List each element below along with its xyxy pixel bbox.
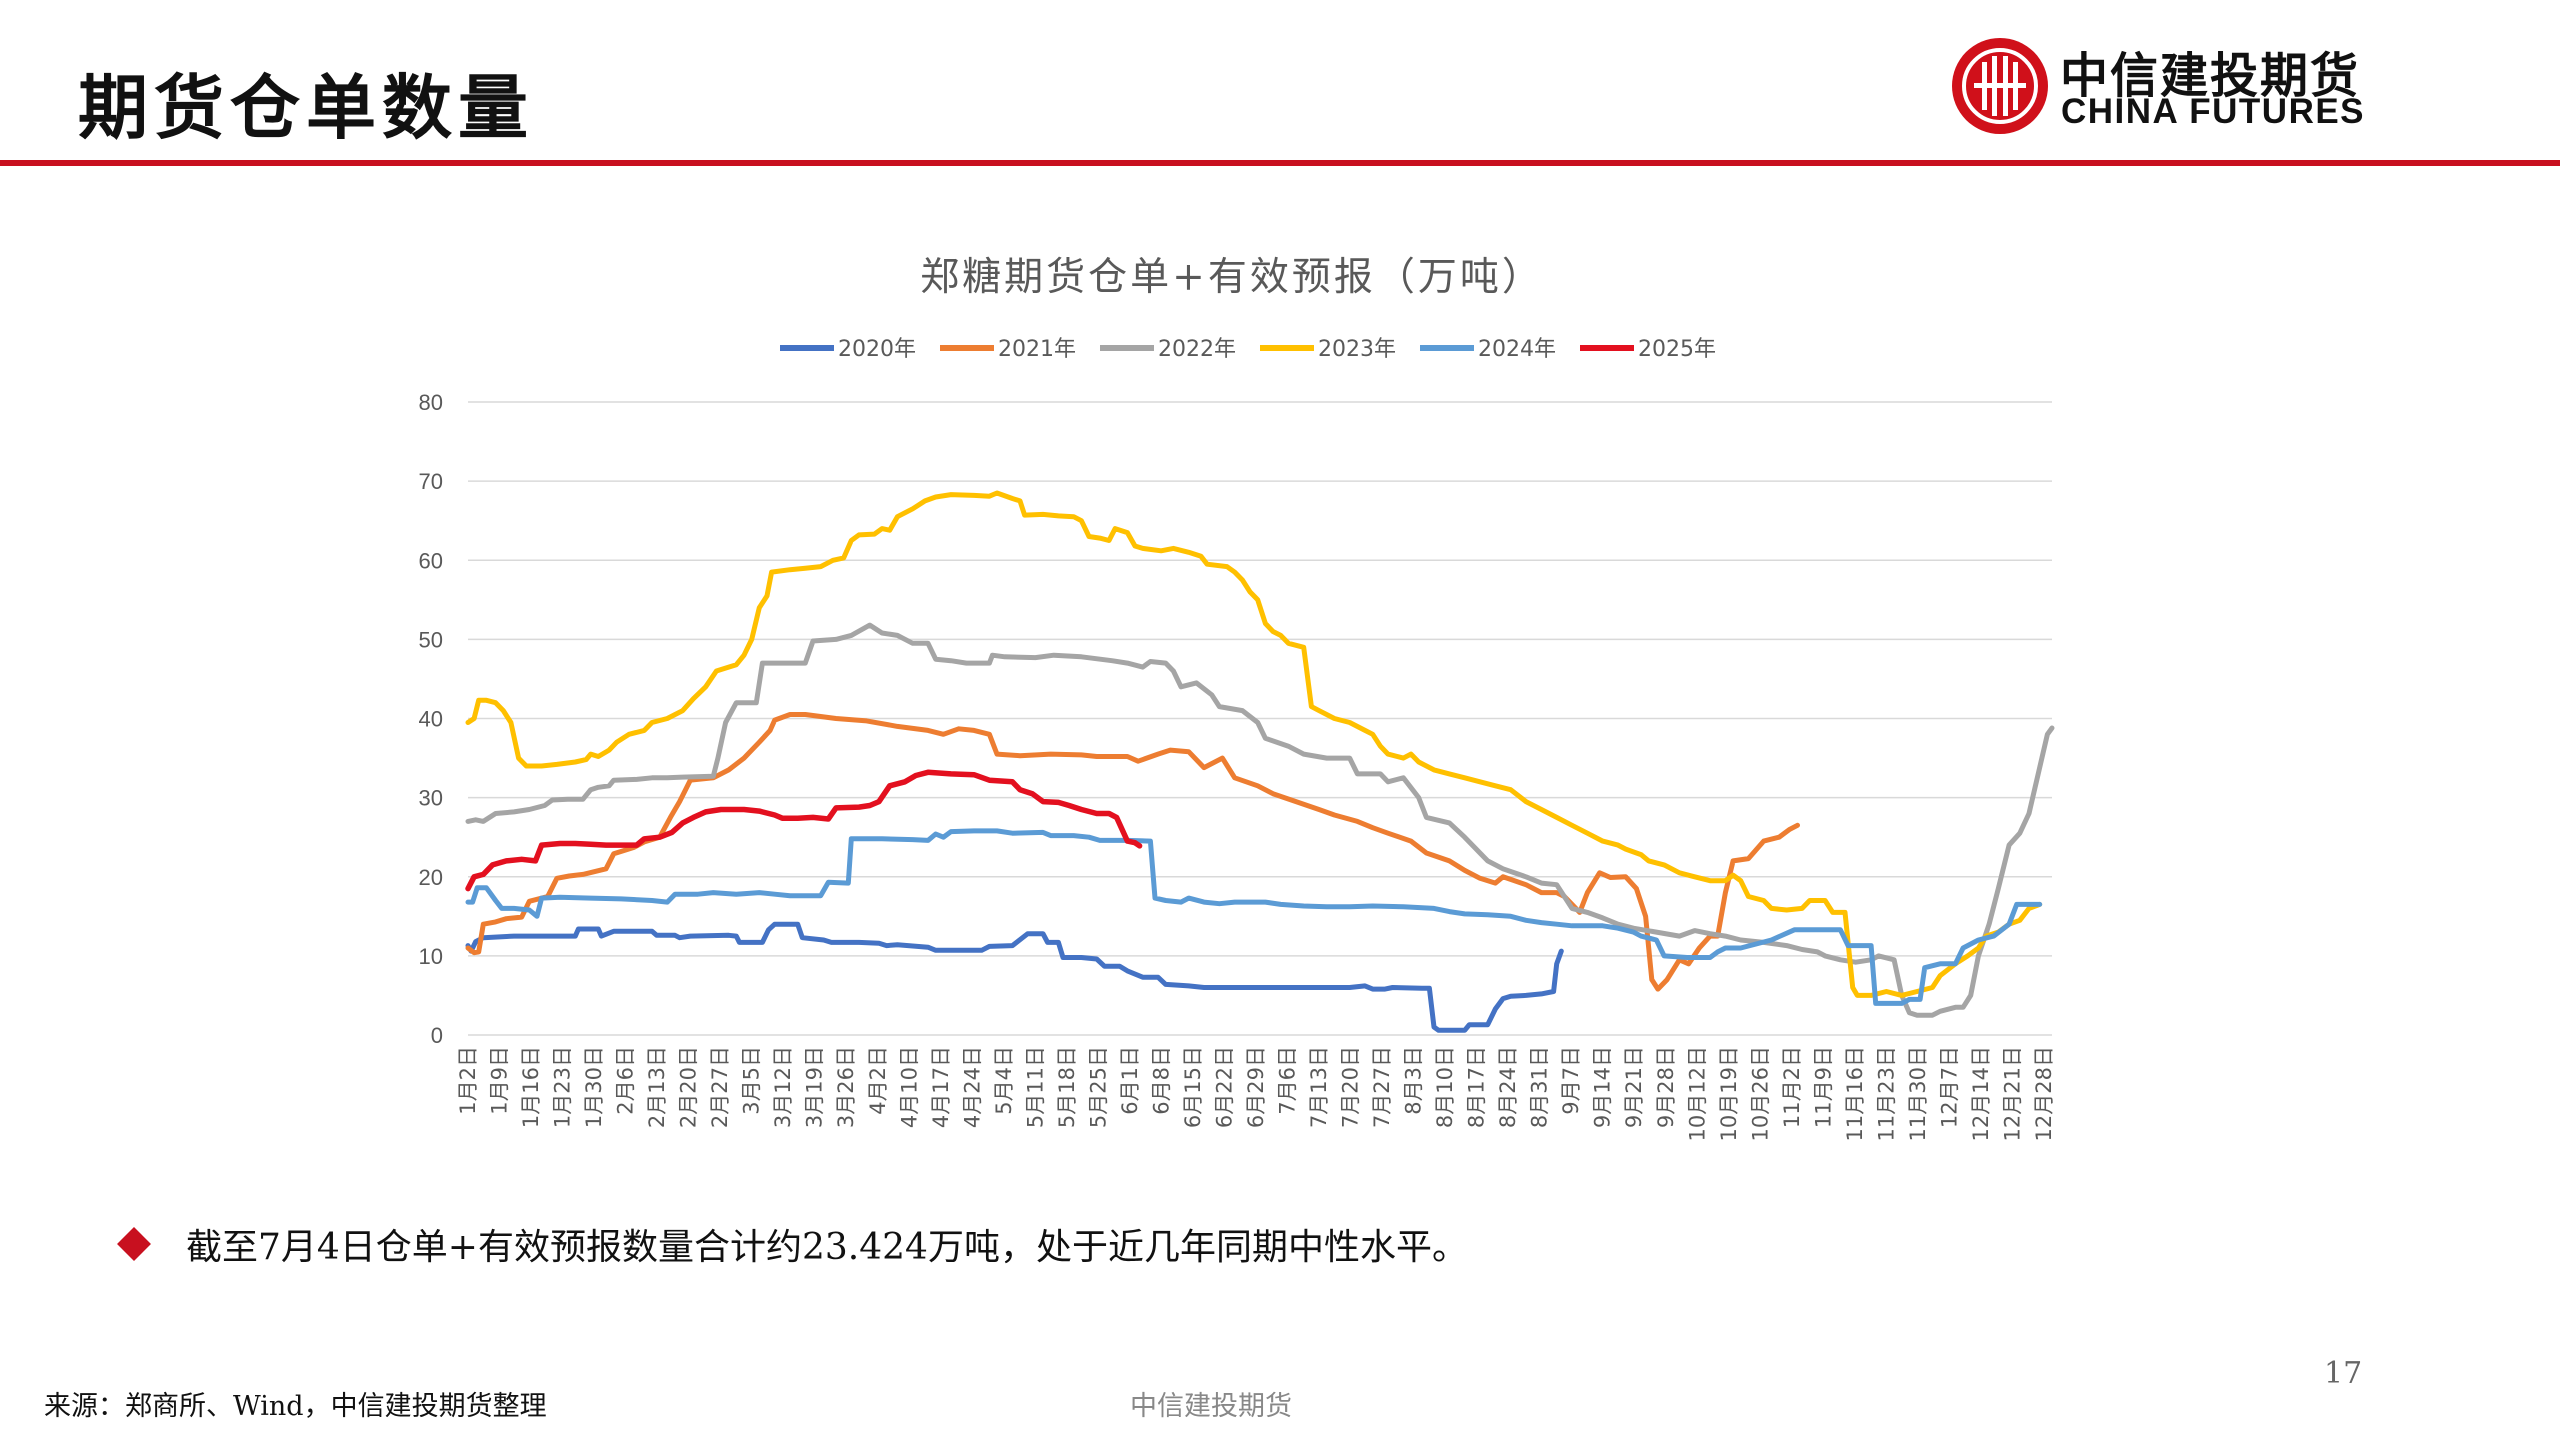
x-tick-label: 4月24日 xyxy=(960,1046,984,1128)
y-tick-label: 70 xyxy=(419,469,443,494)
y-tick-label: 10 xyxy=(419,944,443,969)
x-tick-label: 8月3日 xyxy=(1402,1046,1426,1115)
x-tick-label: 6月8日 xyxy=(1149,1046,1173,1115)
x-tick-label: 7月13日 xyxy=(1307,1046,1331,1128)
x-tick-label: 11月9日 xyxy=(1811,1046,1835,1128)
header-divider xyxy=(0,160,2560,166)
x-tick-label: 12月7日 xyxy=(1937,1046,1961,1128)
x-tick-label: 1月9日 xyxy=(488,1046,512,1115)
legend-label: 2022年 xyxy=(1158,337,1236,362)
x-tick-label: 11月23日 xyxy=(1874,1046,1898,1141)
diamond-bullet-icon xyxy=(117,1227,151,1261)
x-tick-label: 11月30日 xyxy=(1906,1046,1930,1141)
x-tick-label: 5月25日 xyxy=(1086,1046,1110,1128)
x-tick-label: 12月14日 xyxy=(1969,1046,1993,1141)
series-line-2025年 xyxy=(465,769,1143,892)
chart-legend: 2020年 2021年 2022年 2023年 2024年 2025年 xyxy=(780,337,1716,362)
x-tick-label: 7月27日 xyxy=(1370,1046,1394,1128)
series-line-2021年 xyxy=(465,712,1800,992)
x-tick-label: 9月21日 xyxy=(1622,1046,1646,1128)
x-tick-label: 5月11日 xyxy=(1023,1046,1047,1128)
x-tick-label: 1月30日 xyxy=(582,1046,606,1128)
chart-series xyxy=(465,490,2055,1033)
chart-title: 郑糖期货仓单+有效预报（万吨） xyxy=(920,255,1544,300)
x-tick-label: 2月27日 xyxy=(708,1046,732,1128)
x-tick-label: 3月5日 xyxy=(740,1046,764,1115)
x-tick-label: 5月18日 xyxy=(1055,1046,1079,1128)
series-line-2024年 xyxy=(465,828,2043,1006)
x-tick-label: 2月13日 xyxy=(645,1046,669,1128)
x-tick-label: 3月26日 xyxy=(834,1046,858,1128)
x-tick-label: 9月14日 xyxy=(1591,1046,1615,1128)
logo-emblem-icon xyxy=(1952,38,2048,134)
legend-item: 2024年 xyxy=(1420,337,1556,362)
legend-label: 2021年 xyxy=(998,337,1076,362)
warehouse-receipt-chart: 郑糖期货仓单+有效预报（万吨） 2020年 2021年 2022年 2023年 2024… xyxy=(419,255,2056,1141)
y-axis: 0 10 20 30 40 50 60 70 80 xyxy=(419,390,443,1048)
x-tick-label: 5月4日 xyxy=(992,1046,1016,1115)
legend-item: 2021年 xyxy=(940,337,1076,362)
summary-text: 截至7月4日仓单+有效预报数量合计约23.424万吨，处于近几年同期中性水平。 xyxy=(186,1227,1468,1268)
x-tick-label: 4月2日 xyxy=(866,1046,890,1115)
x-tick-label: 6月1日 xyxy=(1118,1046,1142,1115)
footer-brand: 中信建投期货 xyxy=(1130,1391,1292,1422)
x-tick-label: 8月10日 xyxy=(1433,1046,1457,1128)
x-tick-label: 4月10日 xyxy=(897,1046,921,1128)
y-tick-label: 0 xyxy=(431,1023,443,1048)
x-tick-label: 2月20日 xyxy=(677,1046,701,1128)
legend-item: 2025年 xyxy=(1580,337,1716,362)
x-tick-label: 1月23日 xyxy=(551,1046,575,1128)
x-tick-label: 6月15日 xyxy=(1181,1046,1205,1128)
x-tick-label: 2月6日 xyxy=(614,1046,638,1115)
page-title: 期货仓单数量 xyxy=(78,66,534,149)
x-tick-label: 1月16日 xyxy=(519,1046,543,1128)
x-tick-label: 8月17日 xyxy=(1465,1046,1489,1128)
y-tick-label: 60 xyxy=(419,548,443,573)
x-tick-label: 9月28日 xyxy=(1654,1046,1678,1128)
x-tick-label: 4月17日 xyxy=(929,1046,953,1128)
logo-chinese-name: 中信建投期货 xyxy=(2060,48,2361,104)
x-tick-label: 6月29日 xyxy=(1244,1046,1268,1128)
y-tick-label: 50 xyxy=(419,627,443,652)
series-line-2020年 xyxy=(465,921,1564,1033)
series-line-2023年 xyxy=(465,490,2043,998)
legend-item: 2022年 xyxy=(1100,337,1236,362)
legend-item: 2023年 xyxy=(1260,337,1396,362)
company-logo: 中信建投期货 CHINA FUTURES xyxy=(1948,32,2528,140)
x-tick-label: 1月2日 xyxy=(456,1046,480,1115)
x-tick-label: 10月19日 xyxy=(1717,1046,1741,1141)
x-tick-label: 3月19日 xyxy=(803,1046,827,1128)
x-tick-label: 8月31日 xyxy=(1528,1046,1552,1128)
legend-label: 2024年 xyxy=(1478,337,1556,362)
x-tick-label: 7月20日 xyxy=(1339,1046,1363,1128)
legend-item: 2020年 xyxy=(780,337,916,362)
legend-label: 2020年 xyxy=(838,337,916,362)
y-tick-label: 80 xyxy=(419,390,443,415)
x-tick-label: 10月12日 xyxy=(1685,1046,1709,1141)
legend-label: 2025年 xyxy=(1638,337,1716,362)
y-tick-label: 40 xyxy=(419,707,443,732)
x-tick-label: 10月26日 xyxy=(1748,1046,1772,1141)
logo-english-name: CHINA FUTURES xyxy=(2061,92,2366,131)
x-tick-label: 11月16日 xyxy=(1843,1046,1867,1141)
x-tick-label: 8月24日 xyxy=(1496,1046,1520,1128)
source-note: 来源：郑商所、Wind，中信建投期货整理 xyxy=(44,1391,547,1422)
y-tick-label: 20 xyxy=(419,865,443,890)
x-tick-label: 11月2日 xyxy=(1780,1046,1804,1128)
x-tick-label: 3月12日 xyxy=(771,1046,795,1128)
x-tick-label: 12月21日 xyxy=(2000,1046,2024,1141)
chart-gridlines xyxy=(468,401,2052,1036)
summary-bullet: 截至7月4日仓单+有效预报数量合计约23.424万吨，处于近几年同期中性水平。 xyxy=(117,1216,1468,1272)
x-tick-label: 12月28日 xyxy=(2032,1046,2056,1141)
x-axis: 1月2日 1月9日 1月16日 1月23日 1月30日 2月6日 2月13日 2月20日 2月2… xyxy=(456,1046,2056,1141)
x-tick-label: 9月7日 xyxy=(1559,1046,1583,1115)
x-tick-label: 6月22日 xyxy=(1212,1046,1236,1128)
legend-label: 2023年 xyxy=(1318,337,1396,362)
x-tick-label: 7月6日 xyxy=(1276,1046,1300,1115)
series-line-2022年 xyxy=(465,622,2055,1018)
page-number: 17 xyxy=(2324,1356,2363,1391)
y-tick-label: 30 xyxy=(419,786,443,811)
